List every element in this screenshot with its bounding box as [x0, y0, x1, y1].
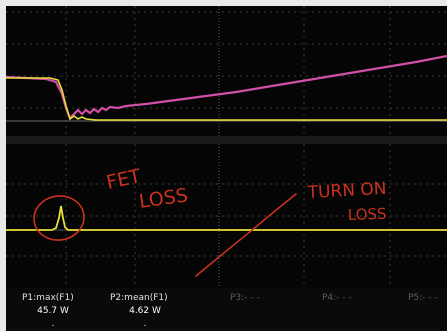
annotation-turn-on: TURN ON: [306, 179, 387, 203]
upper-grid: [6, 6, 447, 136]
param-p4[interactable]: P4:- - -: [322, 292, 372, 305]
param-value: 45.7 W: [37, 306, 69, 316]
param-value: 4.62 W: [129, 306, 161, 316]
param-value-2: .: [51, 319, 55, 329]
param-label: P4:- - -: [322, 293, 352, 303]
yellow-trace-lower: [6, 205, 447, 231]
param-p3[interactable]: P3:- - -: [230, 292, 280, 305]
waveform-display: FET LOSS TURN ON LOSS: [6, 6, 447, 288]
param-label: P3:- - -: [230, 293, 260, 303]
annotation-fet: FET: [104, 165, 143, 194]
yellow-trace-upper: [6, 77, 447, 121]
param-value-2: .: [143, 319, 147, 329]
param-p2[interactable]: P2:mean(F1) 4.62 W .: [110, 292, 180, 331]
param-p5[interactable]: P5:- - -: [408, 292, 446, 305]
annotation-fet-loss: LOSS: [138, 184, 190, 213]
fet-loss-circle: [33, 195, 85, 241]
param-label: P2:mean(F1): [110, 293, 168, 303]
annotation-turn-on-loss: LOSS: [348, 205, 387, 224]
param-label: P5:- - -: [408, 293, 438, 303]
panel-separator: [6, 136, 447, 144]
annotation-group: [33, 193, 297, 277]
param-label: P1:max(F1): [22, 293, 74, 303]
param-p1[interactable]: P1:max(F1) 45.7 W .: [22, 292, 84, 331]
measurement-bar: P1:max(F1) 45.7 W . P2:mean(F1) 4.62 W .…: [6, 288, 447, 331]
turn-on-arrow: [195, 193, 297, 277]
scope-screen: FET LOSS TURN ON LOSS P1:max(F1) 45.7 W …: [6, 6, 447, 331]
